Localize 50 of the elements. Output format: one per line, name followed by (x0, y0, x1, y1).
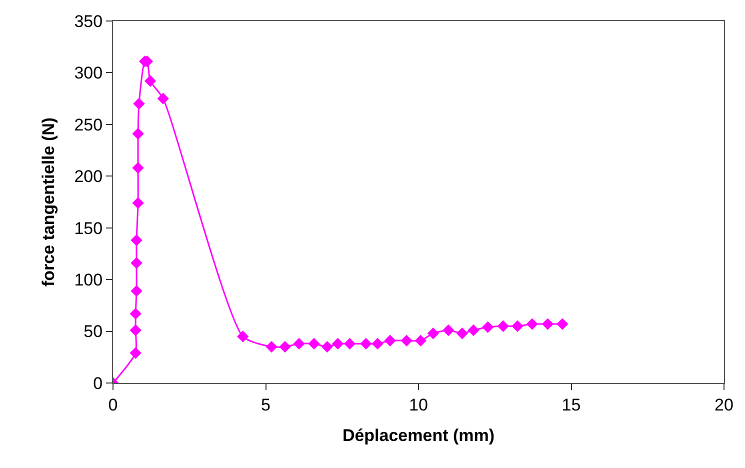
point (130, 234, 142, 246)
point (400, 334, 412, 346)
y-tick-label: 350 (74, 12, 103, 31)
point (384, 334, 396, 346)
point (130, 308, 142, 320)
y-axis-title: force tangentielle (N) (38, 117, 58, 287)
point (132, 128, 144, 140)
y-tick-label: 0 (93, 374, 103, 393)
point (414, 334, 426, 346)
y-tick-label: 100 (74, 270, 103, 290)
point (157, 92, 169, 104)
point (132, 162, 144, 174)
point (456, 328, 468, 340)
x-axis-title: Déplacement (mm) (342, 426, 495, 445)
point (442, 324, 454, 336)
point (512, 320, 524, 332)
point (236, 330, 249, 342)
point (321, 340, 334, 353)
y-tick-label: 250 (74, 115, 103, 134)
point (144, 75, 156, 87)
point (427, 328, 440, 340)
point (130, 285, 142, 297)
point (293, 338, 305, 350)
point (344, 338, 356, 350)
y-tick-label: 200 (74, 167, 103, 186)
point (482, 321, 494, 333)
point (133, 98, 145, 110)
y-tick-label: 300 (74, 64, 103, 83)
point (468, 324, 480, 336)
point (130, 347, 142, 359)
point (132, 197, 144, 209)
x-tick-label: 15 (562, 395, 581, 414)
y-tick-label: 50 (84, 322, 103, 342)
x-tick-label: 10 (409, 395, 428, 414)
point (556, 318, 568, 330)
y-tick-label: 150 (74, 218, 103, 238)
point (332, 338, 344, 350)
x-tick-label: 20 (714, 395, 734, 414)
point (130, 324, 142, 336)
point (360, 338, 372, 350)
point (308, 338, 320, 350)
point (130, 257, 142, 269)
point (542, 318, 554, 330)
x-tick-label: 5 (261, 395, 270, 414)
point (526, 318, 538, 330)
point (497, 320, 509, 332)
point (266, 340, 278, 353)
x-tick-label: 0 (108, 395, 118, 414)
point (279, 340, 291, 353)
point (372, 338, 384, 350)
